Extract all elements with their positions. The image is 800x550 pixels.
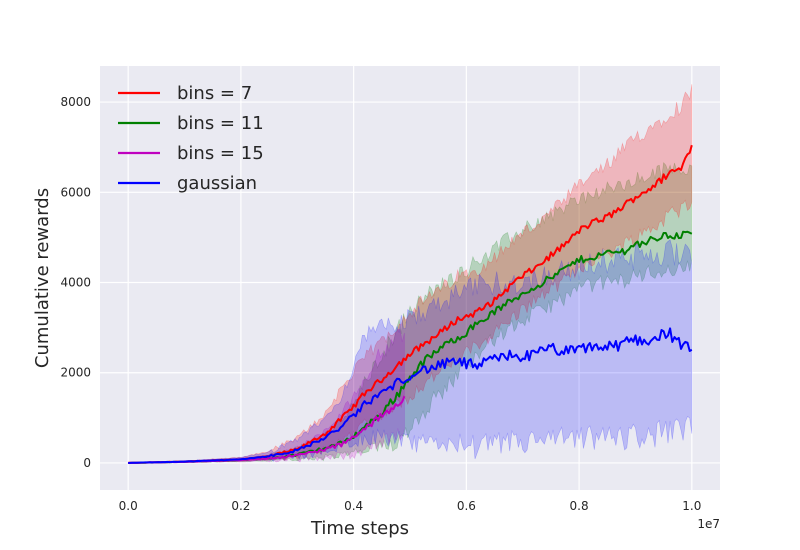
grid-lines <box>100 66 720 490</box>
legend-label: bins = 7 <box>177 83 252 104</box>
legend-label: gaussian <box>177 173 257 194</box>
y-tick-label: 6000 <box>60 185 91 199</box>
x-axis-label: Time steps <box>310 518 409 539</box>
y-tick-label: 2000 <box>60 366 91 380</box>
legend-label: bins = 15 <box>177 143 264 164</box>
band-bins-11 <box>128 162 693 464</box>
y-tick-labels: 0 2000 4000 6000 8000 <box>60 95 91 470</box>
plot-background <box>100 66 720 490</box>
x-tick-label: 0.4 <box>344 499 363 513</box>
y-tick-label: 8000 <box>60 95 91 109</box>
series-lines <box>128 144 693 464</box>
x-tick-label: 0.0 <box>119 499 138 513</box>
legend: bins = 7 bins = 11 bins = 15 gaussian <box>118 83 264 194</box>
series-line-gaussian <box>128 327 693 464</box>
legend-label: bins = 11 <box>177 113 264 134</box>
x-tick-label: 0.6 <box>457 499 476 513</box>
x-tick-label: 1.0 <box>682 499 701 513</box>
x-tick-label: 0.8 <box>570 499 589 513</box>
x-axis-multiplier: 1e7 <box>697 517 720 531</box>
x-tick-label: 0.2 <box>231 499 250 513</box>
x-tick-labels: 0.0 0.2 0.4 0.6 0.8 1.0 <box>119 499 702 513</box>
band-gaussian <box>127 239 693 464</box>
y-tick-label: 0 <box>83 456 91 470</box>
band-bins-7 <box>127 84 693 464</box>
y-tick-label: 4000 <box>60 276 91 290</box>
y-axis-label: Cumulative rewards <box>32 188 53 368</box>
